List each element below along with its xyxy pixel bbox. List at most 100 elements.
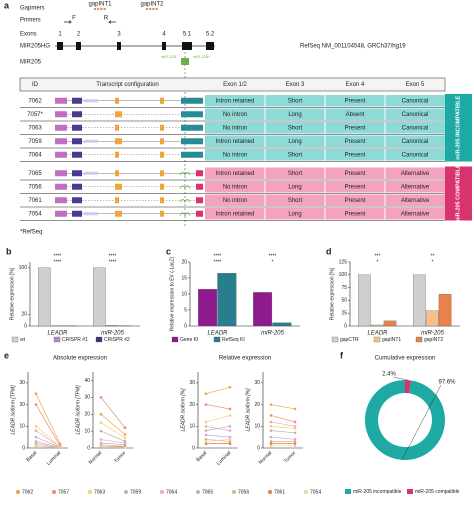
y-tick-label: 100 [19,265,28,271]
point [293,427,297,430]
point [123,436,127,440]
table-header: Transcript configuration [96,82,158,88]
mir-hairpin [179,198,191,204]
exon1 [55,170,67,177]
intron [84,171,98,175]
significance: **** [269,253,277,259]
primer-arrow [64,20,73,24]
panel-label: a [4,0,10,10]
legend-swatch [88,490,92,494]
exon2 [72,151,82,158]
row-id: 7059 [28,139,42,145]
legend-label: miR-205 incompatible [353,489,402,495]
legend-label: gapCTR [340,337,359,343]
row-id: 7054 [28,211,42,217]
mir-hairpin [179,171,191,177]
y-tick-label: 5 [184,307,187,313]
point [293,431,297,435]
exon4 [160,151,164,158]
legend-label: 7059 [130,489,141,495]
row-id: 7065 [28,171,42,177]
exon3 [115,151,119,158]
legend-swatch [345,489,351,494]
row-cell: Canonical [402,98,429,104]
y-axis-label: Relative expression [%] [9,267,15,320]
legend-swatch [52,490,56,494]
y-tick-label: 0 [24,323,27,329]
row-id: 7063 [28,125,42,131]
row-cell: Canonical [402,152,429,158]
legend-swatch [407,489,413,494]
point [204,424,208,428]
group-label: miR-205 COMPATIBLE [455,164,461,223]
exon3 [115,138,122,145]
y-tick-label: 10 [19,424,25,430]
exon4 [160,170,164,177]
footnote: *RefSeq [20,230,42,236]
bar [425,310,439,327]
donut-slice [405,380,412,394]
significance: **** [214,259,222,265]
legend-label: 7054 [310,489,321,495]
mirna-label: miR-205* [193,54,210,59]
row-cell: Alternative [401,184,430,190]
y-axis-label: Relative expression [%] [329,267,335,320]
legend-label: 7061 [274,489,285,495]
exon-number: 1 [58,32,62,38]
exon5 [181,97,203,104]
row-cell: Long [288,184,301,190]
group-title: Relative expression [219,356,271,362]
exon3 [115,111,122,118]
exon2 [72,97,82,104]
bar [358,274,371,327]
x-tick-label: miR-205 [101,331,124,337]
exon-box [117,42,121,50]
row-cell: Short [288,152,303,158]
point [204,438,208,441]
point [34,429,38,432]
series-line [270,430,296,434]
series-line [205,434,231,438]
x-tick-label: Luminal [46,450,63,467]
series-line [35,404,61,447]
series-line [100,439,126,444]
row-cell: No intron [223,112,247,118]
x-tick-label: Basal [25,450,38,463]
legend-label: RefSeq KI [222,337,245,343]
series-line [100,413,126,435]
point [99,429,103,433]
x-tick-label: LEADR [47,331,68,337]
point [99,421,103,424]
exon4 [160,210,164,217]
legend-label: gapINT1 [382,337,401,343]
y-tick-label: 75 [341,285,347,291]
point [204,392,208,396]
exon4 [160,124,164,131]
y-tick-label: 0 [87,445,90,451]
intron [84,99,98,103]
bar [105,325,119,327]
legend-label: 7065 [202,489,213,495]
gapmer-name: gapINT2 [140,2,164,8]
series-line [270,404,296,410]
exon2 [72,111,82,118]
exon2 [72,124,82,131]
donut-slice [365,380,446,460]
gapmer-mark [149,8,152,10]
point [228,385,232,389]
exon5 [181,138,203,145]
track-label: Gapmers [20,6,45,12]
bar [217,273,237,327]
table-header: Exon 3 [286,82,305,88]
point [269,429,273,432]
legend-swatch [331,336,339,343]
track-label: Primers [20,18,41,24]
legend-swatch [232,490,236,494]
row-cell: No intron [223,125,247,131]
exon5 [196,210,203,217]
y-tick-label: 0 [192,445,195,451]
row-cell: Intron retained [216,139,255,145]
gapmer-mark [155,8,158,10]
group-label: miR-205 INCOMPATIBLE [455,95,461,159]
